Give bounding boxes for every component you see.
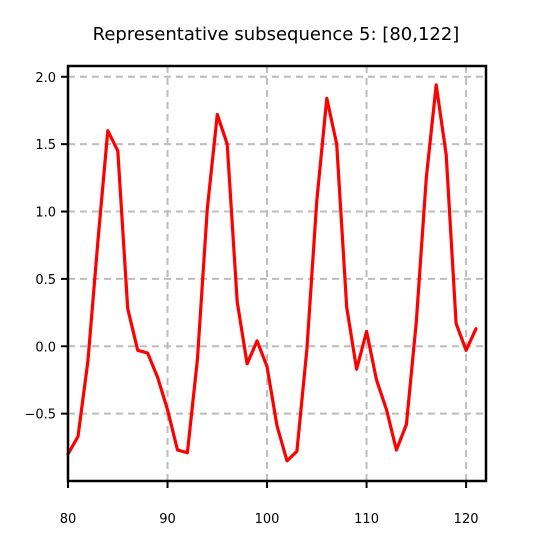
plot-frame (66, 64, 488, 483)
series-layer (66, 83, 478, 463)
x-tick-label: 100 (255, 512, 280, 527)
y-tick-label: 1.5 (35, 138, 56, 153)
y-tick-label: 2.0 (35, 71, 56, 86)
x-tick-label: 120 (454, 512, 479, 527)
x-tick-label: 90 (159, 512, 176, 527)
series-line (66, 83, 478, 463)
grid-lines (68, 66, 486, 481)
y-tick-label: −0.5 (24, 408, 56, 423)
y-tick-label: 1.0 (35, 206, 56, 221)
x-tick-label: 80 (60, 512, 77, 527)
y-tick-label: 0.5 (35, 273, 56, 288)
chart-title: Representative subsequence 5: [80,122] (93, 24, 460, 45)
axis-ticks: 80 90 100 110 120 −0.5 0.0 0.5 1.0 1.5 2.0 (24, 71, 478, 527)
y-tick-label: 0.0 (35, 340, 56, 355)
x-tick-label: 110 (354, 512, 379, 527)
